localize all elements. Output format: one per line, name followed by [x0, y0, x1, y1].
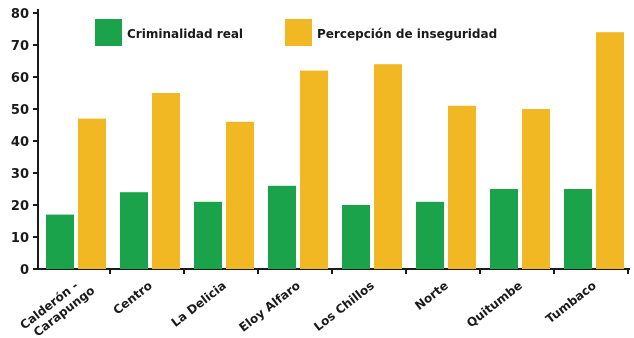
- bar-criminalidad-7: [564, 189, 592, 269]
- y-tick-label: 30: [11, 167, 29, 182]
- x-category-label: Tumbaco: [543, 278, 599, 326]
- bar-criminalidad-2: [194, 201, 222, 269]
- legend-swatch-1: [285, 19, 312, 46]
- bar-percepcion-0: [78, 118, 106, 269]
- y-tick-label: 40: [11, 135, 29, 150]
- bars: [46, 32, 624, 270]
- legend-label-1: Percepción de inseguridad: [317, 27, 497, 41]
- x-category-label: Los Chillos: [311, 278, 377, 334]
- y-tick-label: 60: [11, 71, 29, 86]
- bar-percepcion-6: [522, 109, 550, 269]
- y-tick-label: 10: [11, 231, 29, 246]
- bar-criminalidad-5: [416, 201, 444, 269]
- bar-percepcion-5: [448, 105, 476, 269]
- y-tick-label: 20: [11, 199, 29, 214]
- y-tick-label: 70: [11, 39, 29, 54]
- x-category-label: Eloy Alfaro: [236, 278, 302, 334]
- legend: Criminalidad real Percepción de insegurid…: [95, 19, 497, 46]
- bar-percepcion-1: [152, 93, 180, 269]
- x-category-label: Calderón -Carapungo: [17, 272, 97, 338]
- bar-percepcion-2: [226, 121, 254, 269]
- x-category-label: La Delicia: [169, 278, 229, 329]
- y-tick-label: 80: [11, 7, 29, 22]
- bar-criminalidad-1: [120, 192, 148, 269]
- bar-criminalidad-4: [342, 205, 370, 269]
- x-category-label: Norte: [412, 278, 451, 312]
- legend-label-0: Criminalidad real: [127, 27, 243, 41]
- x-category-label: Centro: [110, 278, 154, 317]
- bar-percepcion-7: [596, 32, 624, 270]
- bar-percepcion-4: [374, 64, 402, 269]
- bar-criminalidad-3: [268, 185, 296, 269]
- bar-criminalidad-0: [46, 214, 74, 269]
- bar-percepcion-3: [300, 70, 328, 269]
- y-tick-label: 0: [20, 263, 29, 278]
- bar-criminalidad-6: [490, 189, 518, 269]
- y-tick-label: 50: [11, 103, 29, 118]
- legend-swatch-0: [95, 19, 122, 46]
- x-category-label: Quitumbe: [464, 278, 525, 330]
